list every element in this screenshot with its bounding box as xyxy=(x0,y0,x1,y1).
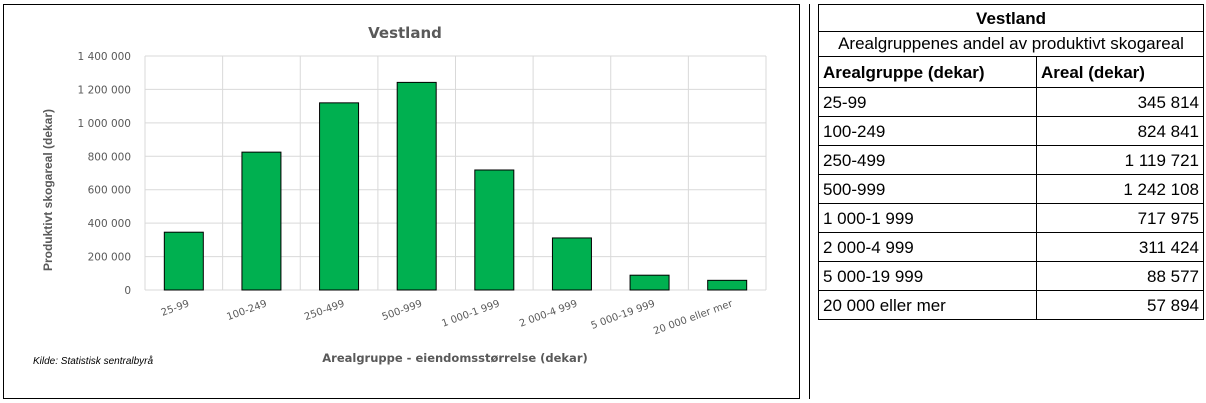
table-header-group: Arealgruppe (dekar) xyxy=(818,56,1037,88)
grid-lines xyxy=(144,55,767,291)
x-tick-label: 250-499 xyxy=(303,298,346,323)
table-row: 20 000 eller mer 57 894 xyxy=(818,290,1205,320)
bars xyxy=(163,81,748,291)
table-cell-group: 250-499 xyxy=(818,145,1037,175)
y-axis-label: Produktivt skogareal (dekar) xyxy=(41,109,55,271)
table-cell-area: 88 577 xyxy=(1035,261,1205,291)
x-tick-labels: 25-99 100-249 250-499 500-999 1 000-1 999 2 0… xyxy=(160,298,735,337)
bar-chart: Vestland 0 200 000 400 000 600 000 800 000 1 … xyxy=(33,24,767,367)
table-cell-area: 1 119 721 xyxy=(1035,145,1205,175)
x-tick-label: 1 000-1 999 xyxy=(440,298,501,329)
table-cell-area: 345 814 xyxy=(1035,87,1205,117)
bar xyxy=(396,81,437,291)
bar xyxy=(163,231,204,291)
source-note: Kilde: Statistisk sentralbyrå xyxy=(33,355,153,367)
y-tick-label: 1 200 000 xyxy=(78,84,131,96)
table-cell-group: 2 000-4 999 xyxy=(818,232,1037,262)
bar xyxy=(629,274,670,291)
y-tick-label: 1 400 000 xyxy=(78,51,131,63)
table-subtitle: Arealgruppenes andel av produktivt skoga… xyxy=(817,31,1205,57)
x-axis-label: Arealgruppe - eiendomsstørrelse (dekar) xyxy=(322,351,588,365)
table-cell-area: 824 841 xyxy=(1035,116,1205,146)
table-cell-group: 1 000-1 999 xyxy=(818,203,1037,233)
y-tick-label: 400 000 xyxy=(88,218,131,230)
table-cell-group: 25-99 xyxy=(818,87,1037,117)
table-cell-area: 57 894 xyxy=(1035,290,1205,320)
data-table: Vestland Arealgruppenes andel av produkt… xyxy=(817,4,1205,320)
table-row: 25-99 345 814 xyxy=(818,87,1205,117)
table-cell-group: 100-249 xyxy=(818,116,1037,146)
table-cell-area: 1 242 108 xyxy=(1035,174,1205,204)
chart-title: Vestland xyxy=(368,24,442,42)
table-row: 5 000-19 999 88 577 xyxy=(818,261,1205,291)
x-tick-label: 5 000-19 999 xyxy=(590,298,657,331)
y-tick-label: 600 000 xyxy=(88,185,131,197)
panel-divider xyxy=(809,4,810,399)
y-tick-label: 200 000 xyxy=(88,252,131,264)
table-cell-group: 20 000 eller mer xyxy=(818,290,1037,320)
table-cell-group: 5 000-19 999 xyxy=(818,261,1037,291)
y-tick-labels: 0 200 000 400 000 600 000 800 000 1 000 000 1 … xyxy=(78,51,131,297)
table-cell-area: 311 424 xyxy=(1035,232,1205,262)
x-tick-label: 500-999 xyxy=(381,298,424,323)
chart-panel-frame xyxy=(3,4,800,399)
x-tick-label: 100-249 xyxy=(225,298,268,323)
table-row: 2 000-4 999 311 424 xyxy=(818,232,1205,262)
table-title: Vestland xyxy=(817,4,1205,32)
table-header-area: Areal (dekar) xyxy=(1035,56,1205,88)
bar xyxy=(707,279,748,291)
bar xyxy=(551,237,592,291)
table-cell-group: 500-999 xyxy=(818,174,1037,204)
table-row: 100-249 824 841 xyxy=(818,116,1205,146)
table-row: 1 000-1 999 717 975 xyxy=(818,203,1205,233)
table-cell-area: 717 975 xyxy=(1035,203,1205,233)
y-tick-label: 1 000 000 xyxy=(78,118,131,130)
x-tick-label: 20 000 eller mer xyxy=(652,298,735,337)
bar xyxy=(319,102,360,291)
y-tick-label: 800 000 xyxy=(88,151,131,163)
table-row: 250-499 1 119 721 xyxy=(818,145,1205,175)
y-tick-label: 0 xyxy=(124,285,131,297)
bar xyxy=(474,169,515,291)
bar xyxy=(241,151,282,291)
x-tick-label: 2 000-4 999 xyxy=(518,298,579,329)
table-row: 500-999 1 242 108 xyxy=(818,174,1205,204)
x-tick-label: 25-99 xyxy=(160,298,191,318)
